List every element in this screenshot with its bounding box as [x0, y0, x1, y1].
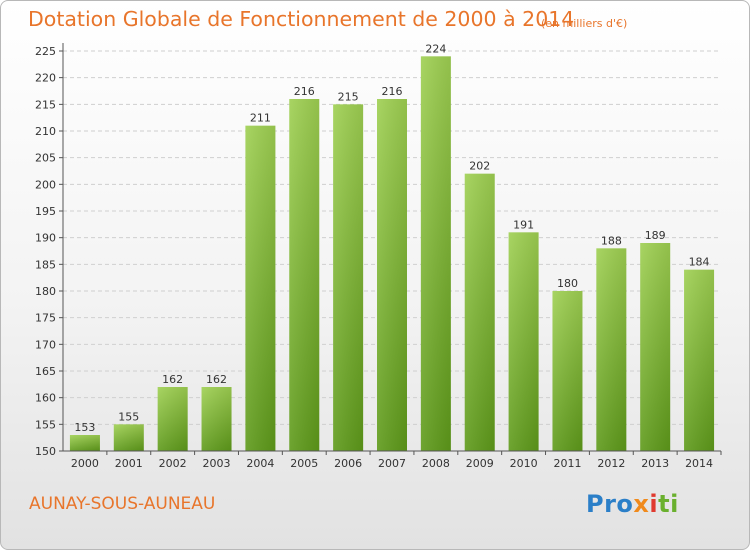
logo-part-4: ti: [658, 490, 679, 518]
data-label: 216: [294, 85, 315, 98]
y-tick-label: 180: [35, 285, 56, 298]
x-tick-label: 2007: [378, 457, 406, 470]
logo-part-2: x: [633, 490, 650, 518]
x-tick-label: 2004: [246, 457, 274, 470]
y-tick-label: 205: [35, 152, 56, 165]
data-label: 188: [601, 234, 622, 247]
x-tick-label: 2009: [466, 457, 494, 470]
data-label: 184: [689, 256, 710, 269]
x-tick-label: 2003: [203, 457, 231, 470]
y-tick-label: 210: [35, 125, 56, 138]
y-tick-label: 215: [35, 98, 56, 111]
x-tick-label: 2008: [422, 457, 450, 470]
data-label: 216: [382, 85, 403, 98]
bar-shade: [157, 387, 188, 451]
y-tick-label: 190: [35, 232, 56, 245]
y-tick-label: 185: [35, 258, 56, 271]
bar-shade: [596, 248, 627, 451]
y-tick-label: 170: [35, 338, 56, 351]
x-tick-label: 2006: [334, 457, 362, 470]
bar-shade: [69, 435, 100, 451]
proxiti-logo: Proxiti: [586, 490, 679, 518]
x-tick-label: 2001: [115, 457, 143, 470]
y-tick-label: 200: [35, 178, 56, 191]
bar-shade: [508, 232, 539, 451]
logo-part-3: i: [649, 490, 659, 518]
y-tick-label: 220: [35, 72, 56, 85]
data-label: 155: [118, 410, 139, 423]
data-label: 224: [425, 42, 446, 55]
data-label: 202: [469, 160, 490, 173]
x-tick-label: 2005: [290, 457, 318, 470]
bar-shade: [552, 291, 583, 451]
logo-part-1: Pro: [586, 490, 634, 518]
x-tick-label: 2013: [641, 457, 669, 470]
x-tick-label: 2011: [553, 457, 581, 470]
y-tick-label: 165: [35, 365, 56, 378]
data-label: 153: [74, 421, 95, 434]
bar-shade: [420, 56, 451, 451]
bar-shade: [113, 424, 144, 451]
data-label: 189: [645, 229, 666, 242]
bar-shade: [377, 99, 407, 451]
y-tick-label: 155: [35, 418, 56, 431]
y-tick-label: 175: [35, 312, 56, 325]
bar-shade: [245, 125, 276, 452]
data-label: 162: [162, 373, 183, 386]
x-tick-label: 2010: [510, 457, 538, 470]
data-label: 191: [513, 218, 534, 231]
data-label: 162: [206, 373, 227, 386]
x-tick-label: 2002: [159, 457, 187, 470]
data-label: 215: [338, 90, 359, 103]
unit-note: (en milliers d'€): [541, 17, 628, 30]
bar-shade: [640, 243, 671, 451]
y-tick-label: 160: [35, 392, 56, 405]
bar-shade: [464, 173, 495, 451]
bar-shade: [201, 387, 232, 451]
y-tick-label: 150: [35, 445, 56, 458]
commune-name: AUNAY-SOUS-AUNEAU: [29, 494, 216, 514]
x-tick-label: 2014: [685, 457, 713, 470]
y-tick-label: 195: [35, 205, 56, 218]
y-tick-label: 225: [35, 45, 56, 58]
data-label: 211: [250, 112, 271, 125]
chart-title: Dotation Globale de Fonctionnement de 20…: [28, 7, 575, 31]
bar-shade: [289, 99, 320, 451]
bar-shade: [333, 104, 364, 451]
x-tick-label: 2000: [71, 457, 99, 470]
bar-shade: [684, 269, 715, 451]
data-label: 180: [557, 277, 578, 290]
x-tick-label: 2012: [597, 457, 625, 470]
